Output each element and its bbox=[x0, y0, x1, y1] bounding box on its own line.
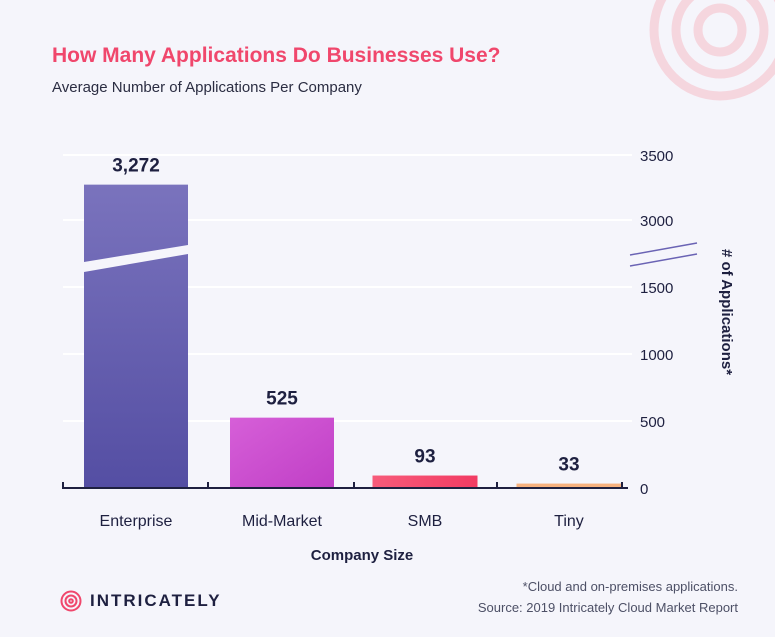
value-label: 525 bbox=[266, 389, 298, 410]
y-tick-label: 0 bbox=[640, 481, 648, 498]
value-label: 33 bbox=[558, 455, 579, 476]
x-tick-label: Enterprise bbox=[100, 513, 173, 530]
x-tick-label: Tiny bbox=[554, 513, 584, 530]
logo-text: INTRICATELY bbox=[90, 591, 222, 610]
y-tick-label: 3000 bbox=[640, 213, 673, 230]
bar-tiny bbox=[516, 483, 622, 488]
axis-break-mark bbox=[629, 242, 698, 256]
chart-title: How Many Applications Do Businesses Use? bbox=[52, 44, 501, 67]
bar-break-gap bbox=[84, 245, 188, 272]
bar-mid-market bbox=[230, 417, 334, 488]
x-tick-label: Mid-Market bbox=[242, 513, 323, 530]
y-tick-label: 1500 bbox=[640, 280, 673, 297]
axis-break-mark bbox=[629, 253, 698, 267]
footnote-source: Source: 2019 Intricately Cloud Market Re… bbox=[477, 600, 738, 615]
value-label: 3,272 bbox=[112, 156, 160, 177]
footnote-cloud: *Cloud and on-premises applications. bbox=[522, 579, 738, 594]
y-tick-label: 1000 bbox=[640, 347, 673, 364]
value-label: 93 bbox=[414, 447, 435, 468]
bar-chart: 3500 3000 1500 1000 500 0 3,272 Enterprise 525 Mi… bbox=[62, 148, 735, 564]
y-tick-label: 3500 bbox=[640, 148, 673, 165]
bar-smb bbox=[372, 475, 478, 488]
intricately-logo: INTRICATELY bbox=[60, 590, 222, 612]
chart-subtitle: Average Number of Applications Per Compa… bbox=[52, 79, 362, 96]
intricately-logo-icon bbox=[60, 590, 82, 612]
bar-enterprise bbox=[84, 184, 188, 488]
y-tick-label: 500 bbox=[640, 414, 665, 431]
y-axis-title: # of Applications* bbox=[718, 249, 735, 375]
intricately-watermark-icon bbox=[649, 0, 775, 101]
x-axis-title: Company Size bbox=[311, 547, 414, 564]
footnote: *Cloud and on-premises applications. Sou… bbox=[478, 576, 738, 618]
x-tick-label: SMB bbox=[408, 513, 443, 530]
